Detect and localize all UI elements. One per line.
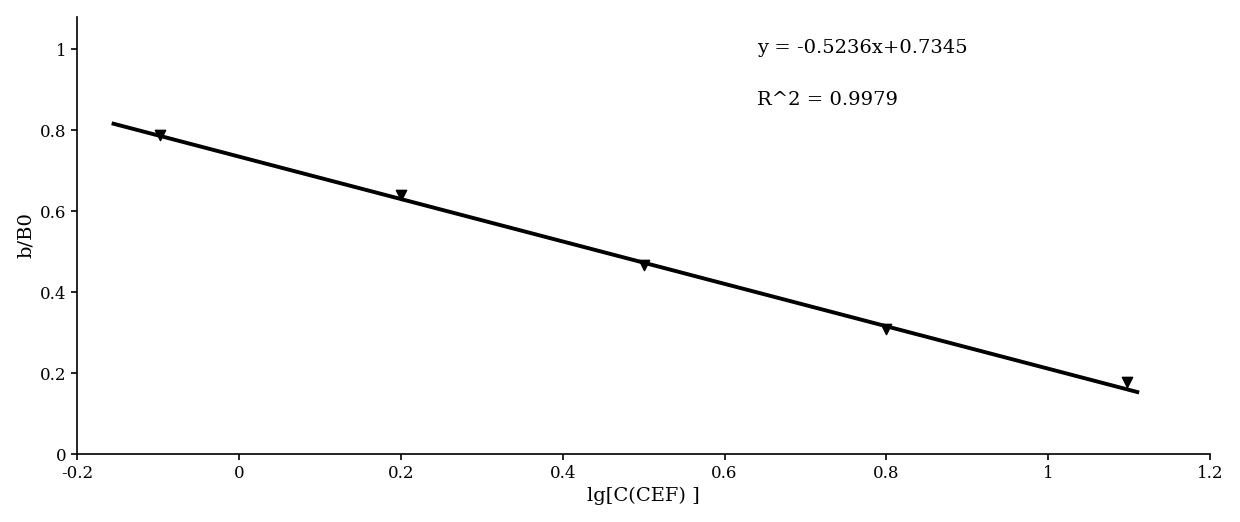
Text: R^2 = 0.9979: R^2 = 0.9979 <box>756 91 898 109</box>
X-axis label: lg[C(CEF) ]: lg[C(CEF) ] <box>588 487 701 505</box>
Point <box>150 131 170 139</box>
Y-axis label: b/B0: b/B0 <box>16 212 35 258</box>
Point <box>634 260 653 269</box>
Point <box>877 325 897 334</box>
Point <box>391 191 410 199</box>
Text: y = -0.5236x+0.7345: y = -0.5236x+0.7345 <box>756 39 967 56</box>
Point <box>1117 377 1137 386</box>
